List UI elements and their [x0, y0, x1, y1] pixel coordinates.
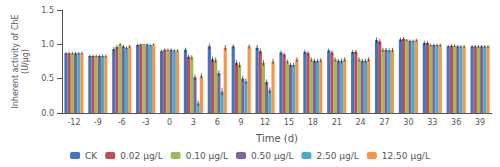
svg-text:12: 12: [260, 118, 270, 127]
svg-text:0.0: 0.0: [41, 109, 54, 118]
svg-text:Time (d): Time (d): [255, 133, 298, 144]
svg-text:-6: -6: [118, 118, 126, 127]
svg-text:30: 30: [403, 118, 413, 127]
svg-text:2.50 μg/L: 2.50 μg/L: [316, 151, 358, 161]
svg-text:0: 0: [167, 118, 172, 127]
svg-text:3: 3: [191, 118, 196, 127]
svg-text:-12: -12: [67, 118, 80, 127]
svg-text:33: 33: [427, 118, 437, 127]
svg-text:CK: CK: [85, 151, 98, 161]
svg-text:0.02 μg/L: 0.02 μg/L: [120, 151, 162, 161]
svg-text:1.0: 1.0: [41, 40, 54, 49]
svg-text:39: 39: [475, 118, 485, 127]
svg-text:21: 21: [332, 118, 342, 127]
svg-text:24: 24: [356, 118, 366, 127]
svg-text:12.50 μg/L: 12.50 μg/L: [382, 151, 430, 161]
svg-text:15: 15: [284, 118, 294, 127]
svg-text:18: 18: [308, 118, 318, 127]
svg-text:-9: -9: [94, 118, 102, 127]
svg-text:36: 36: [451, 118, 461, 127]
svg-text:0.10 μg/L: 0.10 μg/L: [186, 151, 228, 161]
svg-text:0.50 μg/L: 0.50 μg/L: [251, 151, 293, 161]
svg-text:1.5: 1.5: [41, 6, 54, 15]
svg-text:27: 27: [379, 118, 389, 127]
svg-text:(U/μg): (U/μg): [21, 49, 30, 74]
svg-text:0.5: 0.5: [41, 74, 54, 83]
svg-text:6: 6: [215, 118, 220, 127]
svg-text:9: 9: [239, 118, 244, 127]
svg-text:Inherent activity of ChE: Inherent activity of ChE: [11, 14, 20, 108]
svg-text:-3: -3: [142, 118, 150, 127]
